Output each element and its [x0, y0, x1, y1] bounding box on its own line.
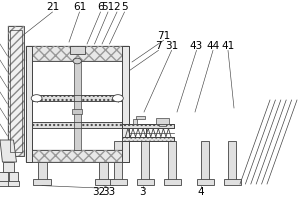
Bar: [122, 124, 174, 128]
Bar: [10, 30, 22, 152]
Bar: [197, 179, 214, 185]
Text: 3: 3: [139, 187, 146, 197]
Bar: [8, 26, 24, 156]
Bar: [0, 172, 8, 182]
Text: 5: 5: [121, 2, 128, 12]
Bar: [136, 116, 146, 119]
Bar: [8, 181, 19, 186]
Bar: [74, 61, 81, 150]
Bar: [26, 46, 129, 61]
Text: 31: 31: [165, 41, 178, 51]
Text: 2: 2: [114, 2, 120, 12]
Bar: [26, 150, 129, 162]
Text: 7: 7: [155, 41, 162, 51]
Text: 44: 44: [206, 41, 220, 51]
Text: 43: 43: [190, 41, 203, 51]
Bar: [122, 137, 174, 141]
Text: 6: 6: [97, 2, 104, 12]
Bar: [26, 46, 32, 162]
Text: 41: 41: [221, 41, 235, 51]
Bar: [168, 141, 176, 180]
Bar: [156, 118, 169, 124]
Bar: [159, 124, 166, 126]
Text: 51: 51: [101, 2, 115, 12]
Bar: [201, 141, 209, 180]
Bar: [228, 141, 236, 180]
Circle shape: [31, 95, 42, 102]
Text: 33: 33: [102, 187, 116, 197]
Bar: [32, 122, 122, 128]
Bar: [32, 122, 122, 128]
Bar: [0, 181, 9, 186]
Bar: [72, 109, 82, 114]
Text: 71: 71: [157, 31, 170, 41]
Text: 32: 32: [92, 187, 106, 197]
Bar: [122, 124, 174, 128]
Text: 4: 4: [198, 187, 204, 197]
Bar: [32, 61, 122, 150]
Bar: [122, 46, 129, 162]
Bar: [110, 179, 127, 185]
Bar: [94, 179, 112, 185]
Bar: [134, 119, 137, 124]
Bar: [70, 46, 85, 54]
Text: 61: 61: [73, 2, 86, 12]
Circle shape: [73, 58, 82, 64]
Bar: [99, 162, 108, 180]
Polygon shape: [0, 140, 16, 162]
Bar: [8, 26, 24, 156]
Bar: [224, 179, 241, 185]
Bar: [26, 46, 129, 61]
Bar: [137, 179, 154, 185]
Bar: [32, 95, 122, 101]
Bar: [32, 95, 122, 101]
Bar: [141, 141, 149, 180]
Circle shape: [112, 95, 123, 102]
Bar: [114, 141, 122, 180]
Bar: [26, 150, 129, 162]
Text: 21: 21: [46, 2, 59, 12]
Bar: [9, 172, 18, 182]
Bar: [38, 162, 46, 180]
Bar: [3, 162, 14, 172]
Bar: [164, 179, 181, 185]
Bar: [33, 179, 51, 185]
Bar: [122, 137, 174, 141]
